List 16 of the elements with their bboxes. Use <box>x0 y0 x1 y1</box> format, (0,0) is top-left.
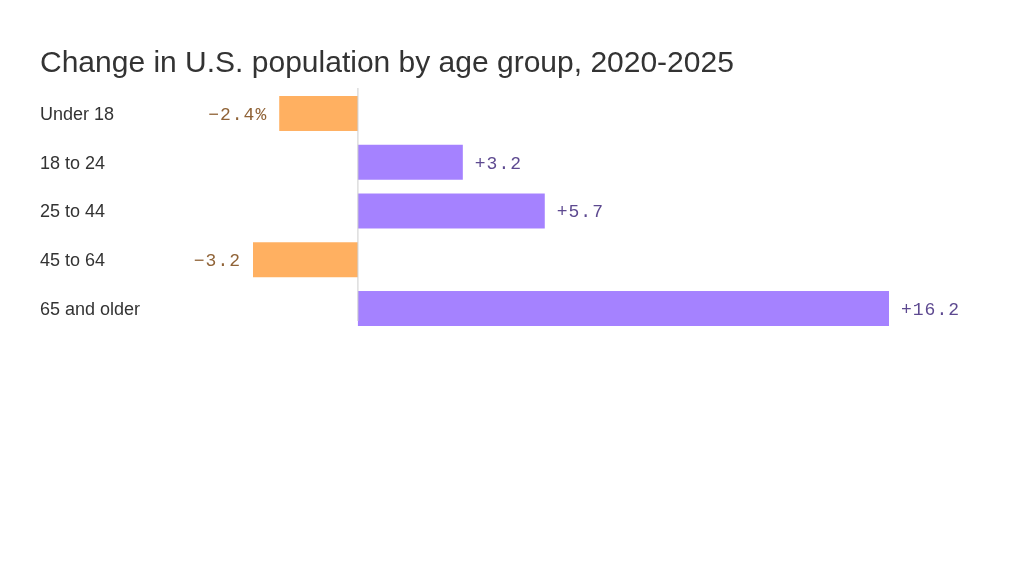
data-label: −2.4% <box>208 104 268 125</box>
data-label: +3.2 <box>474 153 523 174</box>
y-tick-label: 65 and older <box>40 298 141 319</box>
y-tick-label: Under 18 <box>40 103 115 124</box>
bar <box>357 291 889 326</box>
bar <box>357 193 545 229</box>
chart-title: Change in U.S. population by age group, 2020-2025 <box>40 45 734 78</box>
y-tick-label: 18 to 24 <box>40 152 106 173</box>
data-label: −3.2 <box>193 251 241 272</box>
bar <box>253 242 358 278</box>
y-tick-label: 25 to 44 <box>40 201 106 222</box>
bar <box>279 96 358 131</box>
data-label: +5.7 <box>556 202 604 223</box>
data-label: +16.2 <box>901 299 961 320</box>
bar <box>357 144 463 180</box>
y-tick-label: 45 to 64 <box>40 250 106 271</box>
